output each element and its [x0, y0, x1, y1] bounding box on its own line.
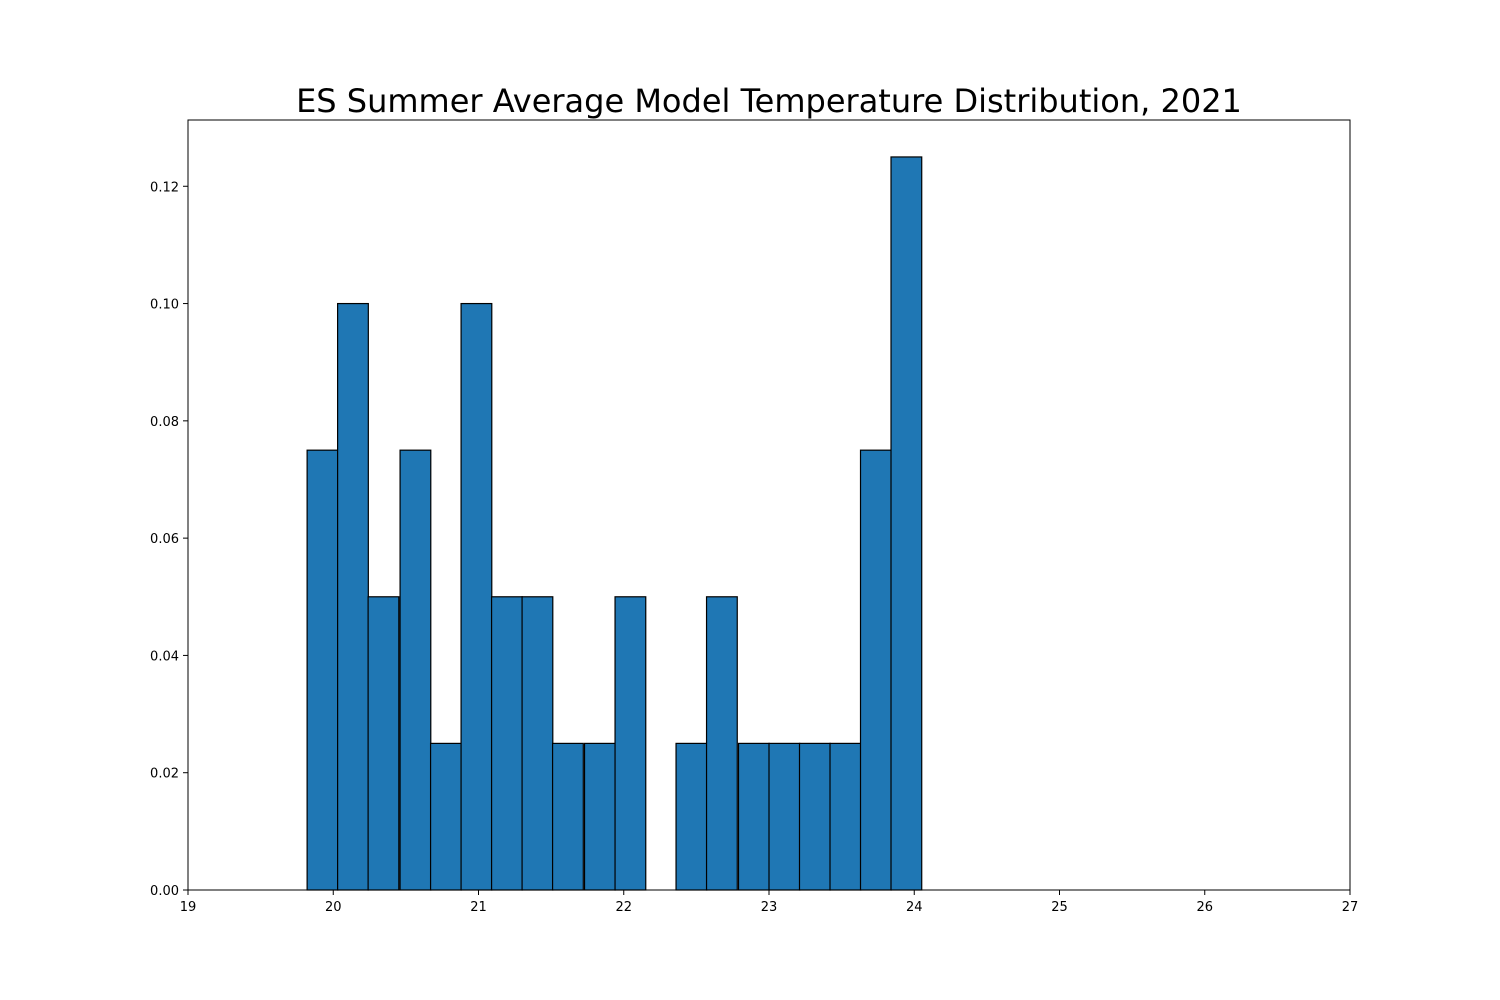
histogram-bar: [306, 449, 339, 891]
histogram-bar: [490, 596, 523, 891]
x-tick-label: 26: [1196, 900, 1213, 915]
y-tick-label: 0.08: [150, 415, 179, 430]
histogram-bar: [551, 742, 584, 891]
x-tick-label: 22: [615, 900, 632, 915]
x-tick-label: 21: [470, 900, 487, 915]
histogram-bar: [890, 156, 923, 891]
x-axis: 19 20 21 22 23 24 25 26 27: [180, 890, 1359, 915]
chart-title: ES Summer Average Model Temperature Dist…: [296, 82, 1242, 120]
x-tick-label: 20: [325, 900, 342, 915]
x-tick-label: 25: [1051, 900, 1068, 915]
histogram-bar: [337, 302, 369, 891]
y-tick-label: 0.10: [150, 298, 179, 313]
x-tick-label: 24: [906, 900, 923, 915]
histogram-bar: [737, 742, 770, 891]
y-tick-label: 0.06: [150, 532, 179, 547]
histogram-bar: [429, 742, 462, 891]
x-tick-label: 23: [761, 900, 778, 915]
histogram-bar: [768, 742, 801, 891]
histogram-bar: [367, 596, 400, 891]
histogram-bar: [460, 302, 493, 891]
y-tick-label: 0.04: [150, 649, 179, 664]
histogram-bar: [614, 596, 647, 891]
histogram-bar: [859, 449, 892, 891]
x-tick-label: 19: [180, 900, 197, 915]
histogram-bar: [798, 742, 831, 891]
histogram-bar: [675, 742, 708, 891]
x-tick-label: 27: [1342, 900, 1359, 915]
histogram-bar: [705, 596, 738, 891]
y-tick-label: 0.02: [150, 767, 179, 782]
y-axis: 0.00 0.02 0.04 0.06 0.08 0.10 0.12: [150, 180, 188, 899]
histogram-bar: [521, 596, 554, 891]
y-tick-label: 0.12: [150, 180, 179, 195]
bars-group: [306, 156, 923, 891]
y-tick-label: 0.00: [150, 884, 179, 899]
histogram-bar: [399, 449, 432, 891]
histogram-bar: [829, 742, 862, 891]
histogram-bar: [583, 742, 616, 891]
